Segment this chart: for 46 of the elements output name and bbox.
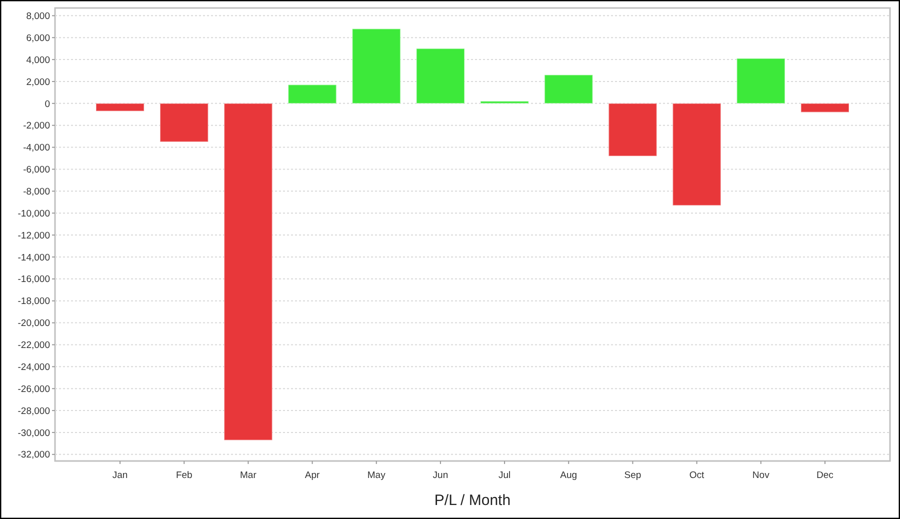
x-tick-label: Jul [498, 470, 511, 481]
bar [736, 58, 786, 104]
y-tick-label: -30,000 [18, 428, 50, 439]
y-tick-label: -10,000 [18, 208, 50, 220]
bar [224, 102, 273, 441]
bar [160, 102, 209, 142]
bar [800, 102, 850, 113]
y-tick-label: -24,000 [18, 362, 50, 373]
x-tick-label: Jan [112, 470, 128, 481]
y-tick-label: -14,000 [18, 252, 50, 264]
bar [480, 100, 530, 104]
y-tick-label: 0 [44, 98, 50, 110]
y-tick-label: -4,000 [23, 142, 50, 154]
y-tick-label: -2,000 [23, 120, 50, 132]
bar [352, 28, 401, 104]
x-tick-label: Apr [304, 470, 320, 481]
x-tick-label: Aug [560, 470, 578, 481]
x-tick-label: Dec [816, 470, 834, 481]
x-tick-label: Mar [240, 470, 256, 481]
y-tick-label: 8,000 [26, 11, 50, 22]
x-tick-label: Feb [176, 470, 192, 481]
y-tick-label: 2,000 [26, 76, 50, 88]
y-tick-label: -8,000 [23, 186, 50, 198]
y-tick-label: -20,000 [18, 318, 50, 330]
x-axis-title: P/L / Month [434, 492, 511, 509]
y-tick-label: -32,000 [18, 450, 50, 461]
y-tick-label: -12,000 [18, 230, 50, 242]
x-tick-label: May [367, 470, 386, 481]
bar [416, 48, 465, 104]
bar [672, 102, 722, 206]
y-tick-label: 4,000 [26, 54, 50, 66]
y-tick-label: -26,000 [18, 384, 50, 395]
y-tick-label: 6,000 [26, 32, 50, 44]
y-tick-label: -22,000 [18, 340, 50, 352]
y-tick-label: -18,000 [18, 296, 50, 308]
bar [288, 84, 337, 104]
y-tick-label: -28,000 [18, 406, 50, 417]
x-tick-label: Oct [689, 470, 705, 481]
bar [608, 102, 658, 157]
x-tick-label: Sep [624, 470, 642, 481]
y-tick-label: -16,000 [18, 274, 50, 286]
x-tick-label: Jun [432, 470, 448, 481]
y-tick-label: -6,000 [23, 164, 50, 176]
bar [96, 102, 145, 112]
x-tick-label: Nov [752, 470, 770, 481]
bar [544, 74, 594, 104]
